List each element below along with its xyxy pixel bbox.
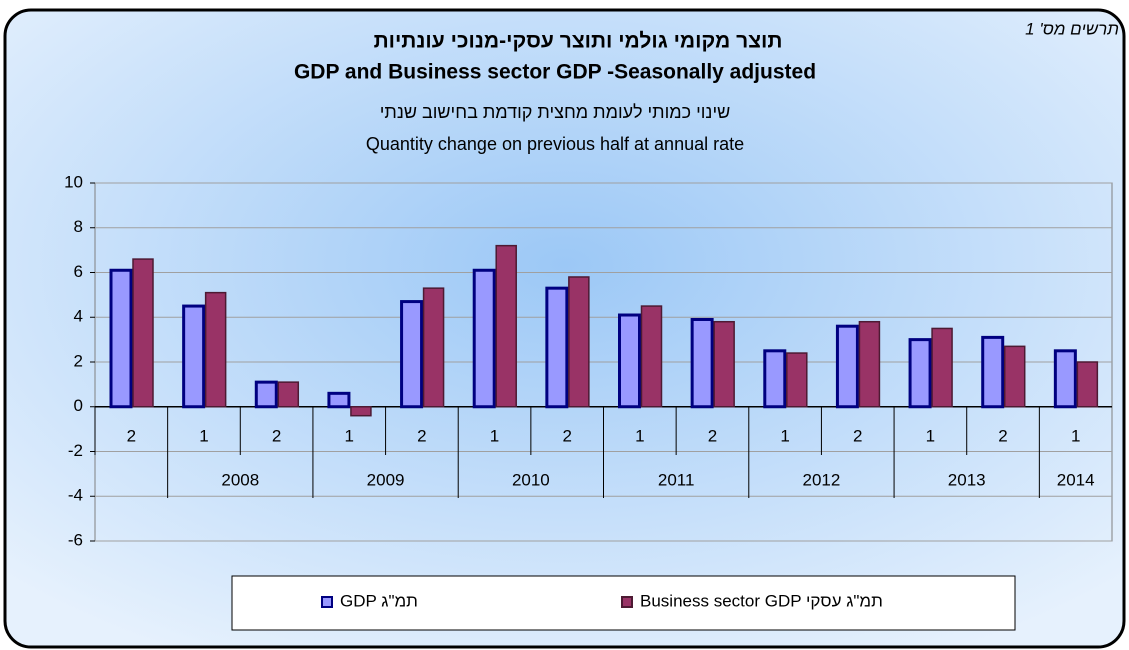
x-tick-label: 2	[127, 426, 136, 445]
bar	[1076, 361, 1099, 408]
bar	[495, 244, 517, 408]
x-tick-label: 2	[853, 426, 862, 445]
x-group-label: 2013	[948, 470, 986, 489]
legend-swatch	[321, 596, 333, 608]
bar	[400, 300, 424, 409]
x-tick-label: 2	[708, 426, 717, 445]
x-tick-label: 1	[635, 426, 644, 445]
bar	[931, 327, 953, 408]
y-tick-label: 8	[74, 217, 83, 236]
x-tick-label: 1	[199, 426, 208, 445]
x-tick-label: 1	[490, 426, 499, 445]
y-tick-label: -6	[68, 530, 83, 549]
x-tick-label: 2	[562, 426, 571, 445]
x-group-label: 2011	[658, 470, 695, 489]
legend-label: Business sector GDP תמ"ג עסקי	[640, 591, 883, 610]
bar	[1053, 349, 1077, 409]
bar	[350, 406, 372, 417]
bar	[763, 349, 787, 409]
y-tick-label: 2	[74, 351, 83, 370]
x-tick-label: 1	[1071, 426, 1080, 445]
bar	[472, 268, 496, 409]
bar	[640, 305, 663, 408]
y-tick-label: 6	[74, 262, 83, 281]
bar	[713, 320, 735, 408]
bar	[618, 313, 641, 409]
x-group-label: 2008	[221, 470, 259, 489]
y-tick-label: 0	[74, 396, 83, 415]
bar	[786, 352, 808, 408]
bar	[109, 268, 133, 409]
y-tick-label: -4	[68, 486, 83, 505]
x-tick-label: 2	[998, 426, 1007, 445]
bar	[277, 381, 300, 408]
bar	[422, 287, 445, 408]
bar	[858, 320, 881, 408]
bar	[568, 276, 590, 408]
legend-swatch	[621, 596, 633, 608]
x-tick-label: 2	[417, 426, 426, 445]
bar	[132, 258, 154, 408]
bar	[981, 335, 1005, 409]
chart-title: תוצר מקומי גולמי ותוצר עסקי-מנוכי עונתיו…	[374, 30, 783, 53]
bar	[327, 391, 351, 409]
chart-subtitle-en: Quantity change on previous half at annu…	[366, 134, 744, 154]
bar	[204, 291, 227, 408]
x-group-label: 2012	[803, 470, 841, 489]
bar	[690, 317, 714, 409]
chart-title-en: GDP and Business sector GDP -Seasonally …	[294, 61, 816, 84]
x-tick-label: 1	[780, 426, 789, 445]
legend-label: GDP תמ"ג	[340, 591, 418, 610]
y-tick-label: -2	[68, 441, 83, 460]
bar	[908, 338, 932, 409]
bar	[835, 324, 859, 409]
corner-label: תרשים מס' 1	[1025, 19, 1119, 38]
x-group-label: 2010	[512, 470, 550, 489]
x-tick-label: 1	[926, 426, 935, 445]
chart-subtitle: שינוי כמותי לעומת מחצית קודמת בחישוב שנת…	[380, 102, 731, 122]
y-tick-label: 4	[74, 307, 83, 326]
x-tick-label: 1	[345, 426, 354, 445]
x-tick-label: 2	[272, 426, 281, 445]
bar	[1003, 345, 1026, 408]
bar	[182, 304, 206, 409]
bar	[545, 286, 569, 409]
y-tick-label: 10	[64, 172, 83, 191]
x-group-label: 2009	[367, 470, 405, 489]
x-group-label: 2014	[1057, 470, 1095, 489]
bar	[254, 380, 278, 409]
